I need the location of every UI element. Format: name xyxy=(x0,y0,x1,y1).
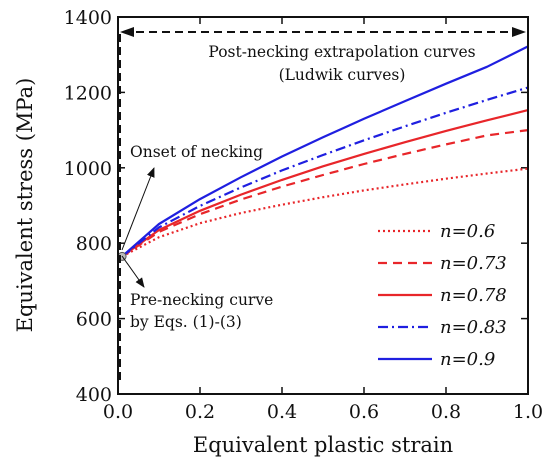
post-necking-bracket xyxy=(119,31,526,380)
legend: n=0.6 n=0.73 n=0.78 n=0.83 n=0.9 xyxy=(378,221,507,370)
pre-necking-label-line1: Pre-necking curve xyxy=(130,291,273,309)
legend-label: n=0.83 xyxy=(440,317,507,338)
y-tick-label: 1200 xyxy=(64,82,112,104)
pre-necking-label-line2: by Eqs. (1)-(3) xyxy=(130,313,242,331)
legend-label: n=0.73 xyxy=(440,253,507,274)
y-tick-label: 600 xyxy=(76,309,112,331)
series-line-n=0.78 xyxy=(121,109,529,258)
onset-arrow xyxy=(121,167,155,251)
legend-label: n=0.9 xyxy=(440,349,495,370)
post-necking-label-line1: Post-necking extrapolation curves xyxy=(208,43,475,61)
x-axis-title: Equivalent plastic strain xyxy=(193,433,453,457)
plot-frame xyxy=(117,16,529,395)
legend-label: n=0.6 xyxy=(440,221,495,242)
y-tick-label: 800 xyxy=(76,233,112,255)
series-line-n=0.9 xyxy=(121,45,529,258)
y-tick-label: 1000 xyxy=(64,158,112,180)
bracket-arrowhead-left xyxy=(120,27,134,37)
x-tick-label: 0.4 xyxy=(267,401,297,423)
x-tick-label: 0.0 xyxy=(103,401,133,423)
y-axis-title: Equivalent stress (MPa) xyxy=(13,78,37,333)
x-tick-label: 1.0 xyxy=(513,401,543,423)
y-tick-label: 400 xyxy=(76,384,112,406)
series-group xyxy=(121,45,529,258)
series-line-n=0.73 xyxy=(121,129,529,258)
series-line-n=0.83 xyxy=(121,86,529,258)
post-necking-label-line2: (Ludwik curves) xyxy=(279,66,406,84)
pre-necking-arrow xyxy=(121,255,145,288)
x-tick-label: 0.8 xyxy=(431,401,461,423)
series-line-n=0.6 xyxy=(121,167,529,258)
x-tick-label: 0.2 xyxy=(185,401,215,423)
legend-label: n=0.78 xyxy=(440,285,507,306)
bracket-arrowhead-right xyxy=(512,27,526,37)
y-tick-label: 1400 xyxy=(64,7,112,29)
onset-of-necking-label: Onset of necking xyxy=(130,143,263,161)
x-tick-label: 0.6 xyxy=(349,401,379,423)
